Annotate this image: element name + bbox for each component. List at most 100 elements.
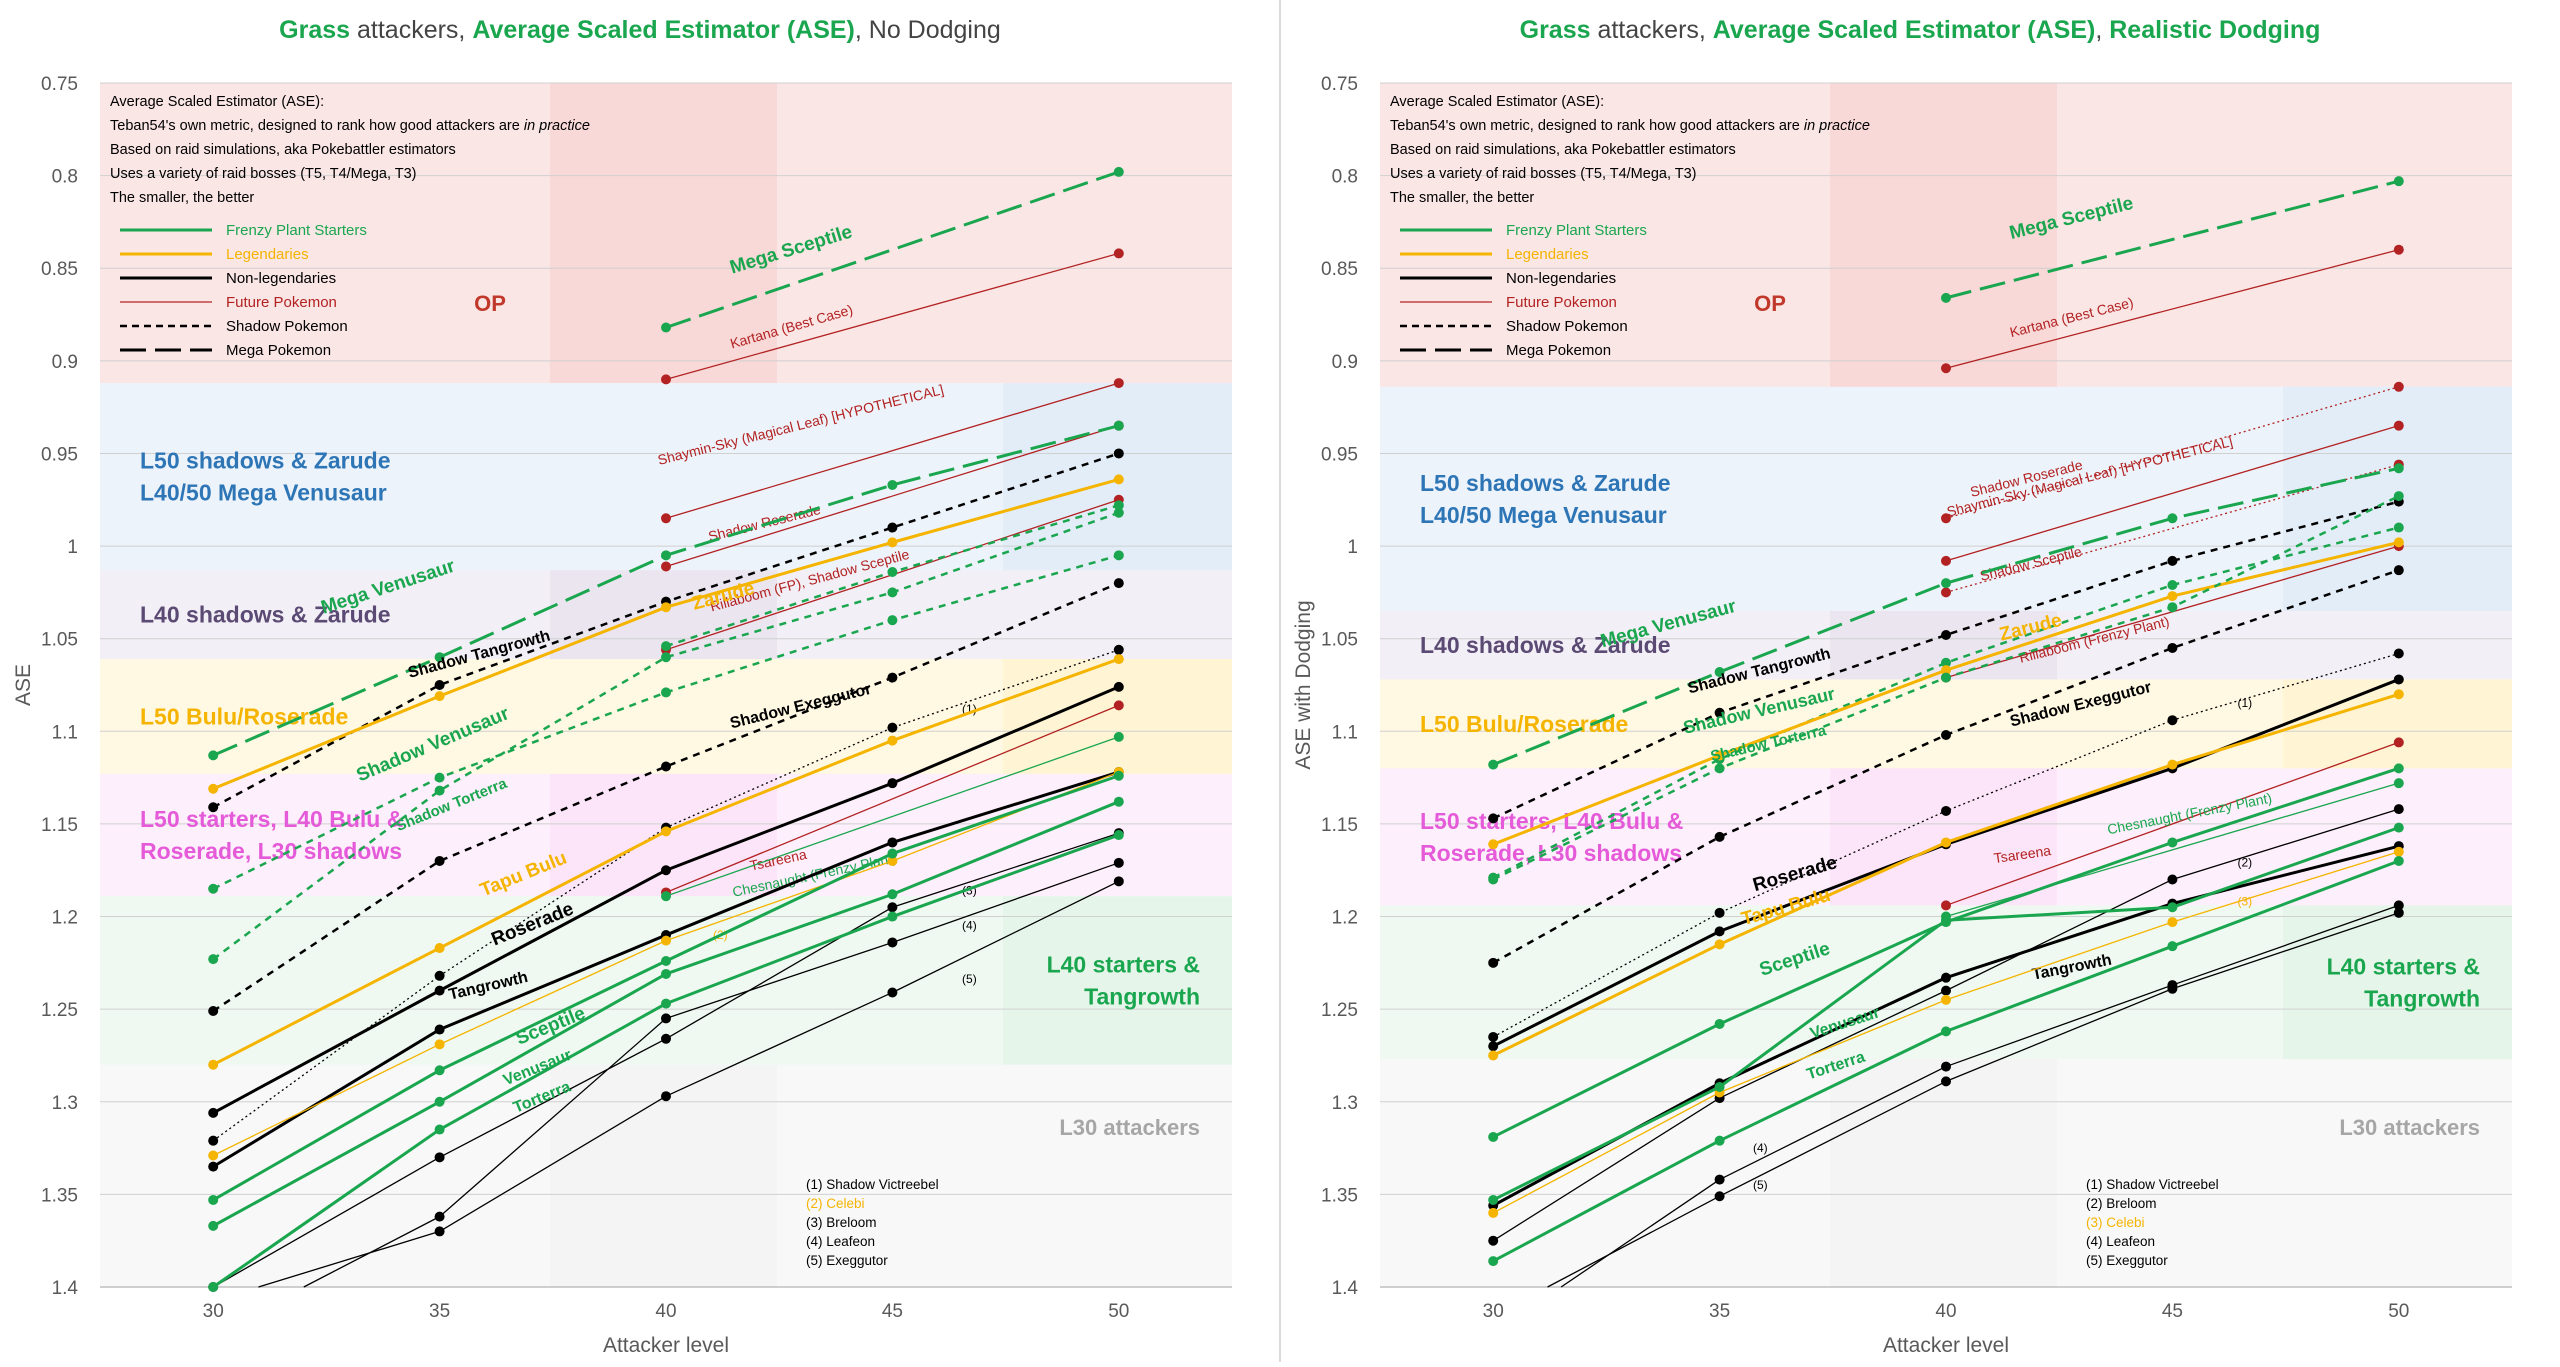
data-point	[1714, 926, 1725, 937]
data-point	[2167, 902, 2178, 913]
data-point	[1488, 1050, 1499, 1061]
title-part: attackers,	[350, 16, 472, 44]
data-point	[2393, 537, 2404, 548]
data-point	[1488, 839, 1499, 850]
data-point	[661, 1091, 671, 1102]
series-label: (5)	[962, 972, 977, 986]
series-5-exeggutor: (5)	[258, 876, 1124, 1288]
data-point	[2167, 555, 2178, 566]
data-point	[887, 911, 898, 922]
x-axis-label: Attacker level	[603, 1334, 729, 1357]
data-point	[434, 785, 445, 796]
data-point	[1714, 1135, 1725, 1146]
data-point	[661, 374, 671, 385]
data-point	[1113, 700, 1124, 711]
x-axis-label: Attacker level	[1883, 1334, 2009, 1357]
legend-label: Shadow Pokemon	[226, 318, 348, 335]
data-point	[2393, 420, 2404, 431]
data-point	[1941, 1026, 1951, 1037]
data-point	[1113, 681, 1124, 692]
y-tick-label: 1.2	[1332, 908, 1358, 929]
series-5-exeggutor: (5)	[1547, 907, 2404, 1288]
y-tick-label: 1.15	[41, 815, 78, 836]
data-point	[208, 750, 219, 761]
data-point	[887, 837, 898, 848]
data-point	[661, 652, 671, 663]
data-point	[1714, 707, 1725, 718]
data-point	[1113, 644, 1124, 655]
x-tick-label: 35	[429, 1301, 450, 1322]
data-point	[2393, 737, 2404, 748]
y-tick-label: 1.15	[1321, 815, 1358, 836]
data-point	[1714, 907, 1725, 918]
data-point	[2167, 642, 2178, 653]
data-point	[1941, 363, 1951, 374]
data-point	[1488, 1041, 1499, 1052]
series-line	[665, 736, 1120, 897]
footnote: (2) Breloom	[2086, 1196, 2157, 1211]
footnotes: (1) Shadow Victreebel (2) Breloom (3) Cele…	[2086, 1177, 2219, 1268]
data-point	[208, 1059, 219, 1070]
data-point	[1941, 657, 1951, 668]
data-point	[434, 1024, 445, 1035]
data-point	[887, 537, 898, 548]
band-label: L50 starters, L40 Bulu & Roserade, L30 sh…	[1420, 808, 1683, 866]
y-axis-label: ASE	[12, 664, 35, 706]
band-label-line: L40/50 Mega Venusaur	[140, 480, 387, 506]
legend-label: Mega Pokemon	[1506, 342, 1611, 359]
series-line	[1945, 179, 2400, 300]
y-tick-label: 0.95	[41, 444, 78, 465]
data-point	[2393, 907, 2404, 918]
y-tick-label: 1	[1347, 537, 1358, 558]
y-tick-label: 1.4	[52, 1278, 79, 1299]
data-point	[2393, 491, 2404, 502]
band-label-line: L30 attackers	[2339, 1115, 2480, 1140]
data-point	[2167, 837, 2178, 848]
y-tick-label: 1.35	[41, 1185, 78, 1206]
data-point	[1714, 667, 1725, 678]
band-label: L40 starters & Tangrowth	[1047, 951, 1200, 1009]
data-point	[661, 687, 671, 698]
y-tick-label: 1.35	[1321, 1185, 1358, 1206]
band-shade	[1003, 896, 1232, 1065]
data-point	[1714, 750, 1725, 761]
data-point	[2167, 513, 2178, 524]
data-point	[208, 802, 219, 813]
data-point	[434, 1124, 445, 1135]
y-tick-label: 0.85	[1321, 259, 1358, 280]
footnote: (4) Leafeon	[2086, 1234, 2155, 1249]
series-4-leafeon: (4)	[1560, 900, 2404, 1288]
data-point	[1113, 654, 1124, 665]
y-tick-label: 1.3	[1332, 1093, 1358, 1114]
y-tick-label: 1.25	[41, 1000, 78, 1021]
legend-label: Legendaries	[226, 246, 309, 263]
data-point	[887, 848, 898, 859]
data-point	[208, 1161, 219, 1172]
x-tick-label: 45	[2162, 1301, 2183, 1322]
info-italic: in practice	[524, 118, 590, 134]
data-point	[661, 550, 671, 561]
series-line	[665, 704, 1120, 894]
band-label: L50 Bulu/Roserade	[140, 703, 348, 729]
data-point	[1113, 770, 1124, 781]
data-point	[2393, 778, 2404, 789]
x-tick-label: 45	[882, 1301, 903, 1322]
y-tick-label: 1.25	[1321, 1000, 1358, 1021]
band-label-line: Tangrowth	[1084, 983, 1200, 1009]
data-point	[434, 1065, 445, 1076]
data-point	[887, 735, 898, 746]
data-point	[2393, 381, 2404, 392]
y-tick-label: 0.8	[1332, 167, 1358, 188]
data-point	[1488, 759, 1499, 770]
data-point	[887, 567, 898, 578]
band-label-line: L40 starters &	[2327, 953, 2480, 979]
data-point	[887, 778, 898, 789]
series-shadow-sceptile	[661, 500, 1124, 652]
data-point	[1113, 507, 1124, 518]
footnote: (4) Leafeon	[806, 1234, 875, 1249]
x-tick-label: 35	[1709, 1301, 1730, 1322]
data-point	[2393, 822, 2404, 833]
x-tick-label: 50	[2388, 1301, 2409, 1322]
data-point	[1941, 1076, 1951, 1087]
data-point	[1113, 578, 1124, 589]
